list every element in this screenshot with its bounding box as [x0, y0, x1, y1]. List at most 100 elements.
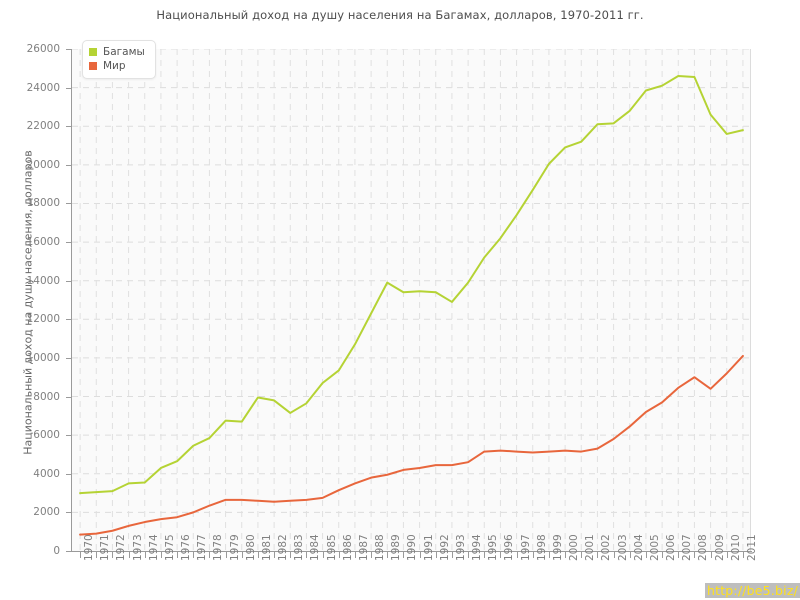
y-tick-label: 18000	[26, 197, 60, 210]
legend[interactable]: Багамы Мир	[82, 40, 156, 79]
y-tick-label: 6000	[33, 429, 60, 442]
x-tick-mark	[225, 552, 227, 558]
x-tick-label: 1988	[374, 534, 387, 561]
watermark-link[interactable]: http://be5.biz/	[704, 583, 800, 598]
x-tick-mark	[532, 552, 534, 558]
y-tick-label: 8000	[33, 390, 60, 403]
x-tick-mark	[290, 552, 292, 558]
x-tick-label: 1970	[83, 534, 96, 561]
x-tick-mark	[468, 552, 470, 558]
x-tick-mark	[96, 552, 98, 558]
y-axis-title: Национальный доход на душу населения, до…	[21, 150, 35, 455]
x-tick-label: 1994	[471, 534, 484, 561]
x-tick-mark	[726, 552, 728, 558]
x-tick-label: 2000	[568, 534, 581, 561]
x-tick-label: 2002	[600, 534, 613, 561]
series-line-world	[79, 354, 744, 536]
x-tick-mark	[241, 552, 243, 558]
x-tick-mark	[306, 552, 308, 558]
y-tick-label: 26000	[26, 43, 60, 55]
x-tick-label: 1982	[277, 534, 290, 561]
x-tick-mark	[565, 552, 567, 558]
plot-svg	[72, 49, 750, 551]
x-tick-mark	[419, 552, 421, 558]
x-tick-mark	[274, 552, 276, 558]
x-tick-label: 1999	[551, 534, 564, 561]
x-tick-label: 1992	[438, 534, 451, 561]
x-tick-label: 2003	[616, 534, 629, 561]
x-tick-label: 2004	[632, 534, 645, 561]
x-tick-mark	[500, 552, 502, 558]
x-tick-label: 1986	[341, 534, 354, 561]
x-tick-label: 2007	[681, 534, 694, 561]
y-tick-label: 4000	[33, 467, 60, 480]
legend-label-world: Мир	[103, 60, 126, 72]
x-tick-mark	[322, 552, 324, 558]
x-tick-label: 1985	[325, 534, 338, 561]
x-tick-label: 1987	[357, 534, 370, 561]
y-tick-label: 16000	[26, 236, 60, 249]
x-tick-label: 1972	[115, 534, 128, 561]
series-line-bahamas	[79, 75, 744, 495]
y-tick-label: 2000	[33, 506, 60, 519]
x-tick-mark	[403, 552, 405, 558]
x-tick-label: 2009	[713, 534, 726, 561]
x-tick-label: 1983	[293, 534, 306, 561]
y-tick-mark	[66, 473, 72, 475]
x-tick-mark	[354, 552, 356, 558]
legend-item-bahamas[interactable]: Багамы	[89, 45, 145, 59]
x-tick-label: 1974	[147, 534, 160, 561]
y-tick-mark	[66, 396, 72, 398]
y-tick-mark	[66, 242, 72, 244]
x-tick-label: 1981	[260, 534, 273, 561]
y-tick-label: 24000	[26, 81, 60, 94]
y-tick-label: 22000	[26, 120, 60, 133]
legend-swatch-bahamas	[89, 48, 97, 56]
y-tick-mark	[66, 49, 72, 50]
x-tick-label: 1997	[519, 534, 532, 561]
y-tick-label: 20000	[26, 158, 60, 171]
x-tick-mark	[177, 552, 179, 558]
y-tick-mark	[66, 357, 72, 359]
x-tick-mark	[629, 552, 631, 558]
x-tick-mark	[144, 552, 146, 558]
x-tick-mark	[613, 552, 615, 558]
y-tick-mark	[66, 319, 72, 321]
x-tick-mark	[112, 552, 114, 558]
x-axis-line	[71, 551, 752, 552]
x-tick-mark	[597, 552, 599, 558]
x-tick-mark	[451, 552, 453, 558]
y-tick-mark	[66, 435, 72, 437]
x-tick-label: 1998	[535, 534, 548, 561]
legend-label-bahamas: Багамы	[103, 46, 145, 58]
y-tick-mark	[66, 551, 72, 552]
y-tick-mark	[66, 203, 72, 205]
x-tick-label: 1977	[196, 534, 209, 561]
x-tick-mark	[338, 552, 340, 558]
x-tick-mark	[710, 552, 712, 558]
x-tick-mark	[371, 552, 373, 558]
x-tick-mark	[435, 552, 437, 558]
x-tick-mark	[678, 552, 680, 558]
x-tick-mark	[662, 552, 664, 558]
x-tick-mark	[516, 552, 518, 558]
x-tick-label: 1991	[422, 534, 435, 561]
page-title: Национальный доход на душу населения на …	[156, 8, 644, 22]
x-tick-mark	[742, 552, 744, 558]
legend-item-world[interactable]: Мир	[89, 59, 145, 73]
x-tick-label: 1973	[131, 534, 144, 561]
x-tick-label: 2005	[648, 534, 661, 561]
x-tick-mark	[193, 552, 195, 558]
x-tick-label: 1996	[503, 534, 516, 561]
x-tick-mark	[484, 552, 486, 558]
x-tick-mark	[548, 552, 550, 558]
x-tick-label: 1975	[163, 534, 176, 561]
x-tick-label: 1993	[454, 534, 467, 561]
x-tick-label: 1976	[180, 534, 193, 561]
y-tick-label: 0	[53, 545, 60, 557]
x-tick-mark	[387, 552, 389, 558]
y-axis-line	[71, 49, 72, 552]
x-tick-mark	[160, 552, 162, 558]
x-tick-mark	[257, 552, 259, 558]
